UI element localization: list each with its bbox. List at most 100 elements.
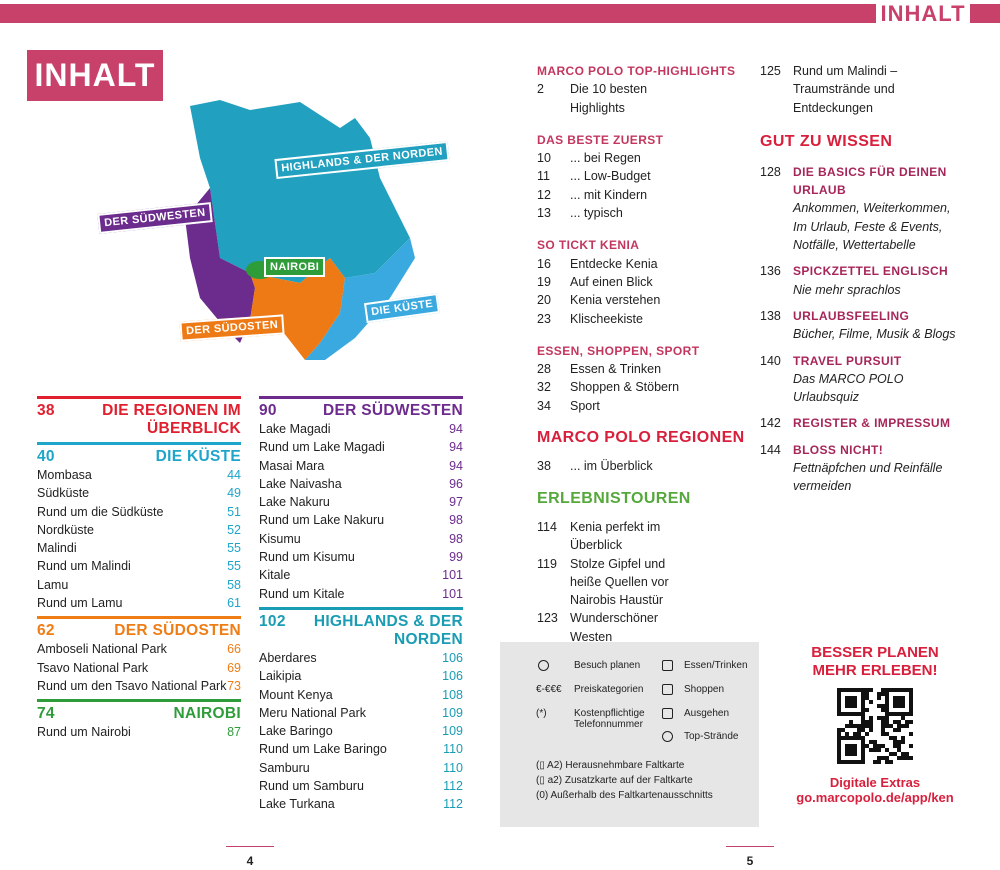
entry-name: Lamu [37, 577, 69, 592]
entry-name: Rund um Lake Magadi [259, 440, 385, 455]
entry-name: Meru National Park [259, 705, 366, 720]
toc-text: Kenia verstehen [570, 293, 661, 308]
region-column: 90 DER SÜDWESTEN Lake Magadi 94 Rund um Lake… [259, 396, 463, 818]
info-body: URLAUBSFEELING Bücher, Filme, Musik & Blo… [793, 307, 956, 344]
qr-module [905, 724, 909, 728]
qr-module [849, 748, 853, 752]
toc-section: MARCO POLO REGIONEN 38 ... im Überblick [537, 429, 749, 476]
toc-text: ... Low-Budget [570, 169, 651, 184]
qr-module [861, 736, 865, 740]
entry-name: Rund um Kisumu [259, 550, 355, 565]
toc-text: Wunderschöner Westen [570, 611, 659, 644]
qr-module [881, 756, 885, 760]
qr-module [845, 712, 849, 716]
qr-module [853, 688, 857, 692]
qr-module [877, 696, 881, 700]
entry-name: Masai Mara [259, 458, 325, 473]
region-entry: Mombasa 44 [37, 466, 241, 484]
toc-section: ESSEN, SHOPPEN, SPORT 28 Essen & Trinken 32… [537, 342, 749, 415]
qr-module [861, 696, 865, 700]
qr-module [893, 740, 897, 744]
map-label: NAIROBI [264, 257, 326, 277]
entry-page: 52 [227, 522, 241, 537]
qr-module [853, 736, 857, 740]
qr-module [853, 744, 857, 748]
qr-module [885, 700, 889, 704]
qr-module [845, 700, 849, 704]
entry-page: 44 [227, 468, 241, 482]
qr-module [889, 752, 893, 756]
qr-module [909, 696, 913, 700]
qr-module [877, 692, 881, 696]
qr-module [885, 704, 889, 708]
entry-page: 98 [449, 513, 463, 528]
entry-page: 99 [449, 550, 463, 565]
qr-module [861, 752, 865, 756]
qr-module [873, 744, 877, 748]
toc-page: 114 [537, 519, 557, 534]
qr-module [885, 756, 889, 760]
info-page: 140 [760, 353, 781, 368]
entry-page: 73 [227, 678, 241, 693]
entry-name: Tsavo National Park [37, 660, 149, 675]
qr-module [841, 728, 845, 732]
region-title: DER SÜDOSTEN [114, 622, 241, 640]
qr-module [881, 744, 885, 748]
toc-page: 20 [537, 293, 551, 308]
qr-module [901, 700, 905, 704]
qr-module [837, 712, 841, 716]
toc-page: 19 [537, 274, 551, 289]
qr-module [877, 704, 881, 708]
entry-name: Mombasa [37, 468, 92, 482]
toc-text: Stolze Gipfel und heiße Quellen vor Nair… [570, 556, 669, 608]
region-section: 62 DER SÜDOSTEN Amboseli National Park 66 Ts… [37, 616, 241, 695]
legend-box: Besuch planen Essen/Trinken €-€€€ Preiskate… [500, 642, 759, 827]
info-title: DIE BASICS FÜR DEINEN URLAUB [793, 164, 947, 198]
entry-name: Amboseli National Park [37, 642, 167, 657]
info-heading: GUT ZU WISSEN [760, 132, 893, 150]
qr-module [897, 696, 901, 700]
legend-key: €-€€€ [536, 684, 562, 695]
info-item: 138 URLAUBSFEELING Bücher, Filme, Musik & … [760, 307, 965, 344]
qr-module [877, 756, 881, 760]
info-item: 136 SPICKZETTEL ENGLISCH Nie mehr sprachlo… [760, 262, 965, 299]
qr-module [905, 756, 909, 760]
qr-module [869, 728, 873, 732]
qr-module [849, 720, 853, 724]
qr-module [861, 712, 865, 716]
toc-page: 28 [537, 362, 551, 377]
legend-icon [662, 684, 673, 695]
toc-page: 13 [537, 206, 551, 221]
region-entry: Laikipia 106 [259, 667, 463, 685]
legend-icon [662, 660, 673, 671]
region-entry: Rund um Samburu 112 [259, 777, 463, 795]
qr-module [845, 704, 849, 708]
toc-entry: 125 Rund um Malindi – Traumstrände und En… [760, 62, 960, 117]
qr-module [837, 748, 841, 752]
entry-name: Lake Turkana [259, 797, 335, 812]
qr-module [893, 720, 897, 724]
region-entry: Meru National Park 109 [259, 704, 463, 722]
toc-heading: ESSEN, SHOPPEN, SPORT [537, 343, 700, 358]
qr-module [857, 728, 861, 732]
info-item: 142 REGISTER & IMPRESSUM [760, 414, 965, 432]
toc-entry: 38 ... im Überblick [537, 457, 749, 475]
region-section: 74 NAIROBI Rund um Nairobi 87 [37, 699, 241, 741]
toc-entry: 119 Stolze Gipfel und heiße Quellen vor N… [537, 555, 749, 610]
qr-module [893, 712, 897, 716]
qr-module [901, 716, 905, 720]
qr-module [905, 712, 909, 716]
region-page: 38 [37, 402, 55, 419]
legend-note: (0) Außerhalb des Faltkartenausschnitts [536, 790, 713, 801]
region-column: 38 DIE REGIONEN IM ÜBERBLICK 40 DIE KÜSTE Mo… [37, 396, 241, 746]
rule [226, 846, 274, 847]
promo-headline: BESSER PLANEN MEHR ERLEBEN! [811, 644, 939, 679]
entry-page: 94 [449, 440, 463, 455]
qr-module [881, 708, 885, 712]
region-section: 90 DER SÜDWESTEN Lake Magadi 94 Rund um Lake… [259, 396, 463, 603]
qr-module [897, 744, 901, 748]
toc-text: Essen & Trinken [570, 362, 662, 377]
entry-name: Rund um Samburu [259, 779, 364, 794]
qr-module [849, 704, 853, 708]
qr-module [905, 752, 909, 756]
